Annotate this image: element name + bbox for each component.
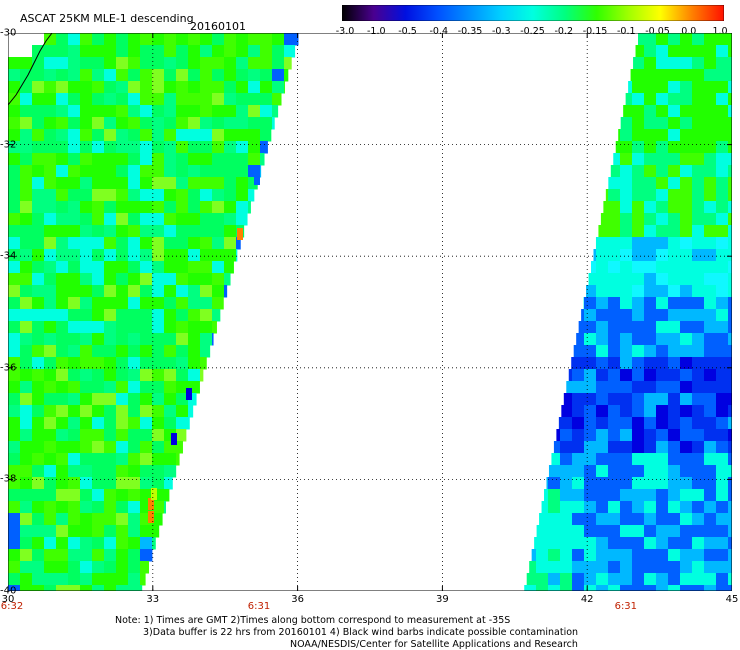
colorbar-tick-label: -0.3 <box>491 26 511 37</box>
lon-tick-label: 42 <box>580 594 594 605</box>
note-line-1: Note: 1) Times are GMT 2)Times along bot… <box>115 615 511 626</box>
colorbar-tick-label: 1.0 <box>712 26 728 37</box>
colorbar-tick-label: -0.1 <box>616 26 636 37</box>
colorbar-tick-label: 0.0 <box>681 26 697 37</box>
colorbar-gradient <box>342 5 724 21</box>
swath-map <box>8 33 732 591</box>
colorbar-tick-label: -0.4 <box>429 26 449 37</box>
lat-tick-label: -40 <box>0 585 17 597</box>
colorbar-tick-label: -1.0 <box>366 26 386 37</box>
note-line-3: NOAA/NESDIS/Center for Satellite Applica… <box>290 639 578 650</box>
colorbar-tick-label: -0.05 <box>645 26 670 37</box>
lon-tick-label: 36 <box>291 594 304 605</box>
colorbar-tick-label: -0.15 <box>582 26 608 37</box>
lat-tick-label: -32 <box>0 139 17 151</box>
wind-swath-cells <box>8 33 732 591</box>
map-date: 20160101 <box>190 20 246 33</box>
time-label: 6:31 <box>614 601 638 612</box>
colorbar <box>342 5 724 21</box>
time-label: 6:32 <box>0 601 24 612</box>
lat-tick-label: -34 <box>0 250 17 262</box>
lon-tick-label: 30 <box>1 594 15 605</box>
coastline <box>8 33 53 106</box>
lon-tick-label: 39 <box>436 594 449 605</box>
lat-tick-label: -30 <box>0 27 17 39</box>
lon-tick-label: 33 <box>146 594 160 605</box>
time-label: 6:31 <box>247 601 271 612</box>
colorbar-tick-label: -0.25 <box>520 26 545 37</box>
map-title: ASCAT 25KM MLE-1 descending <box>20 12 194 25</box>
colorbar-tick-label: -3.0 <box>335 26 355 37</box>
colorbar-tick-label: -0.2 <box>554 26 574 37</box>
lon-tick-label: 45 <box>725 594 739 605</box>
colorbar-tick-label: -0.5 <box>398 26 417 37</box>
lat-tick-label: -38 <box>0 473 17 485</box>
note-line-2: 3)Data buffer is 22 hrs from 20160101 4)… <box>143 627 579 638</box>
colorbar-tick-label: -0.35 <box>457 26 483 37</box>
lat-tick-label: -36 <box>0 362 17 374</box>
